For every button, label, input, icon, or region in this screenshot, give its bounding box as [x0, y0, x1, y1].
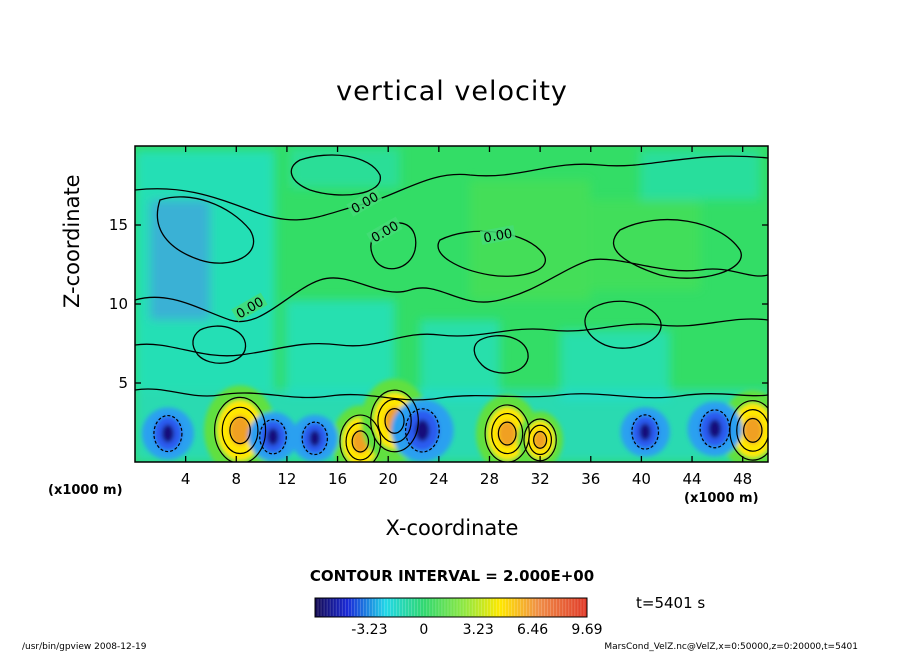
contour-interval-text: CONTOUR INTERVAL = 2.000E+00 [309, 567, 595, 585]
updraft-contour [377, 398, 412, 444]
x-tick-label: 32 [531, 470, 550, 488]
y-tick-label: 5 [118, 374, 128, 392]
downdraft-core [309, 430, 321, 447]
right-patch [560, 330, 670, 400]
mid-patch [285, 300, 395, 395]
updraft-contour [370, 389, 419, 453]
x-tick-label: 4 [181, 470, 191, 488]
downdraft-contour [404, 408, 440, 453]
updraft-contour [533, 430, 548, 449]
y-tick-label: 15 [109, 216, 128, 234]
updraft-core [229, 415, 251, 446]
colorbar-tick-label: 9.69 [571, 622, 603, 638]
x-tick-label: 28 [480, 470, 499, 488]
downdraft-contour [259, 419, 287, 455]
updraft-contour [345, 422, 376, 461]
contour-line-1 [135, 155, 768, 221]
contour-line-10 [192, 325, 247, 364]
x-tick-label: 12 [277, 470, 296, 488]
updraft-contour [497, 421, 517, 446]
contour-label-bg [346, 187, 383, 217]
downdraft-core [267, 428, 279, 446]
plot-area [135, 146, 768, 462]
updraft-contour [229, 416, 251, 445]
y-axis-ticks: 5 10 15 [109, 216, 768, 392]
updraft-core [498, 420, 517, 447]
downdraft-core [639, 423, 651, 441]
updraft-contour [743, 417, 763, 443]
updraft-contour [528, 424, 553, 456]
contour-layer [135, 154, 768, 401]
downdraft-contour [301, 421, 328, 456]
footer-left: /usr/bin/gpview 2008-12-19 [22, 642, 147, 652]
green-patch-2 [590, 200, 700, 290]
colorbar [314, 597, 588, 618]
downdraft-contour [153, 414, 183, 453]
x-tick-label: 48 [733, 470, 752, 488]
downdraft-core [161, 424, 174, 443]
updraft-core [533, 430, 547, 450]
contour-label: 0.00 [483, 227, 514, 247]
colorbar-stripes [317, 599, 585, 616]
contour-line-2 [135, 258, 768, 323]
downdraft-core [415, 419, 430, 442]
updraft-contour [339, 414, 382, 462]
x-tick-label: 44 [682, 470, 701, 488]
contour-label-bg [366, 216, 403, 246]
updraft-contour [213, 396, 267, 462]
updraft-contour [351, 430, 370, 453]
top-right-patch [640, 150, 760, 200]
updraft-contour [384, 408, 405, 434]
colorbar-tick-label: -3.23 [351, 622, 388, 638]
contour-line-6 [612, 218, 742, 279]
y-unit-label: (x1000 m) [48, 483, 123, 498]
colorbar-tick-label: 0 [419, 622, 429, 638]
contour-line-7 [290, 154, 381, 196]
updraft-contour [491, 412, 524, 455]
contour-line-9 [370, 222, 417, 270]
chart-title: vertical velocity [336, 76, 568, 107]
contour-label-bg [231, 292, 268, 322]
updraft-contour [736, 409, 768, 452]
x-tick-label: 20 [379, 470, 398, 488]
x-tick-label: 36 [581, 470, 600, 488]
x-tick-label: 8 [232, 470, 242, 488]
mid-right-patch [420, 320, 500, 400]
y-axis-label: Z-coordinate [60, 174, 84, 308]
footer-right: MarsCond_VelZ.nc@VelZ,x=0:50000,z=0:2000… [604, 642, 858, 652]
contour-line-4 [135, 388, 768, 401]
time-label: t=5401 s [636, 594, 706, 612]
x-axis-ticks: 4 8 12 16 20 24 28 32 36 40 44 48 [181, 146, 752, 488]
top-patch [290, 148, 400, 188]
colorbar-tick-label: 3.23 [462, 622, 494, 638]
y-tick-label: 10 [109, 295, 128, 313]
x-axis-label: X-coordinate [385, 516, 519, 540]
x-tick-label: 24 [429, 470, 448, 488]
contour-label-bg [479, 225, 516, 245]
cells-layer [141, 378, 768, 462]
downdraft-contour [699, 409, 731, 449]
colorbar-tick-label: 6.46 [517, 622, 549, 638]
x-unit-label: (x1000 m) [684, 491, 759, 506]
contour-line-12 [473, 335, 529, 374]
x-tick-label: 16 [328, 470, 347, 488]
x-tick-label: 40 [632, 470, 651, 488]
updraft-contour [221, 406, 259, 455]
downdraft-contour [631, 414, 660, 450]
cell-contours [153, 389, 768, 462]
contour-line-3 [135, 318, 768, 357]
contour-line-8 [156, 196, 255, 264]
contour-line-11 [584, 300, 662, 349]
downdraft-core [708, 419, 722, 439]
updraft-core [743, 416, 763, 444]
